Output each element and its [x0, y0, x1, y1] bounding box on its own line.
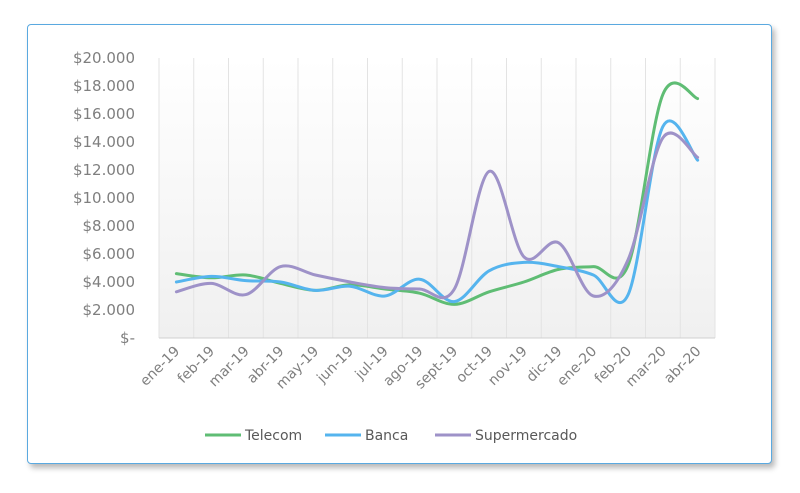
y-tick-label: $18.000: [73, 77, 135, 95]
legend-label: Supermercado: [475, 428, 577, 444]
x-tick-label: ene-20: [554, 344, 600, 390]
legend-label: Telecom: [244, 428, 302, 444]
legend-label: Banca: [365, 428, 408, 444]
y-tick-label: $8.000: [83, 217, 136, 235]
x-tick-label: nov-19: [485, 344, 530, 389]
x-tick-label: ene-19: [137, 344, 183, 390]
y-tick-label: $12.000: [73, 161, 135, 179]
y-tick-label: $6.000: [83, 245, 136, 263]
series-line-banca: [174, 119, 700, 305]
series-line-supermercado: [174, 131, 700, 300]
y-tick-label: $20.000: [73, 49, 135, 67]
y-tick-label: $16.000: [73, 105, 135, 123]
y-tick-label: $14.000: [73, 133, 135, 151]
x-tick-label: jun-19: [313, 344, 356, 387]
y-tick-label: $-: [120, 329, 135, 347]
y-tick-label: $4.000: [83, 273, 136, 291]
y-tick-label: $2.000: [83, 301, 136, 319]
y-tick-label: $10.000: [73, 189, 135, 207]
x-tick-label: abr-20: [661, 344, 704, 387]
